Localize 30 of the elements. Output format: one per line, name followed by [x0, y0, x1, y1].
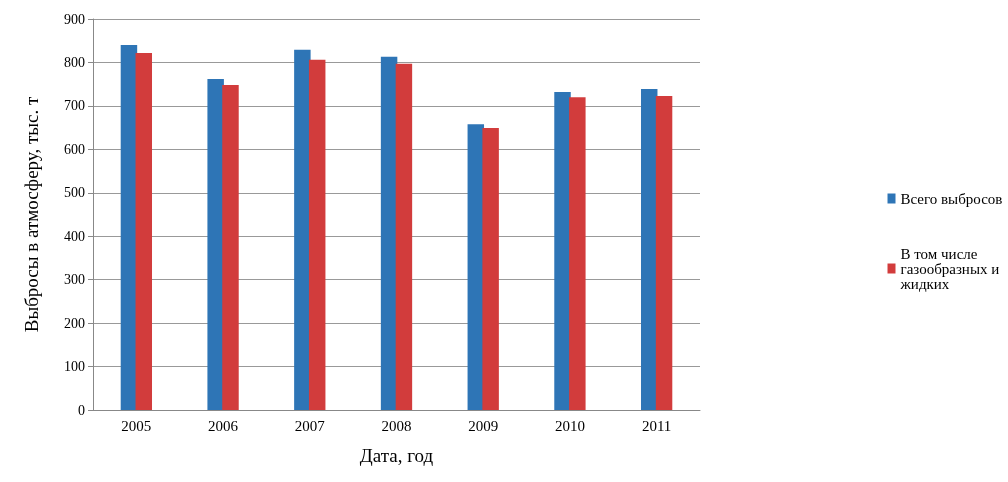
y-tick-label: 300 [64, 272, 85, 288]
x-tick-label: 2010 [554, 417, 585, 434]
y-tick-label: 900 [64, 11, 85, 27]
x-tick-label: 2009 [468, 417, 499, 434]
x-tick-label: 2005 [121, 417, 152, 434]
bar [569, 97, 586, 410]
x-axis-title: Дата, год [359, 445, 434, 466]
y-tick-label: 800 [64, 54, 85, 70]
x-tick-label: 2006 [208, 417, 239, 434]
bar [380, 56, 398, 410]
y-axis-title: Выбросы в атмосферу, тыс. т [21, 96, 42, 333]
legend-label: В том числе газообразных и жидких [899, 245, 1003, 292]
bar [655, 95, 673, 410]
bar [395, 63, 413, 410]
y-tick-label: 400 [64, 228, 85, 244]
y-tick-label: 100 [64, 359, 85, 375]
x-tick-label: 2008 [381, 417, 412, 434]
y-tick-label: 600 [64, 141, 85, 157]
bar [308, 59, 326, 410]
bar [222, 85, 239, 410]
bar [135, 52, 153, 410]
bar [482, 128, 499, 410]
legend-label: Всего выбросов [900, 190, 1003, 207]
x-tick-label: 2011 [641, 417, 672, 434]
y-tick-label: 0 [78, 402, 85, 418]
y-tick-label: 700 [64, 98, 85, 114]
bar [120, 45, 138, 410]
y-tick-label: 200 [64, 315, 85, 331]
x-tick-label: 2007 [294, 417, 326, 434]
y-tick-label: 500 [64, 185, 85, 201]
